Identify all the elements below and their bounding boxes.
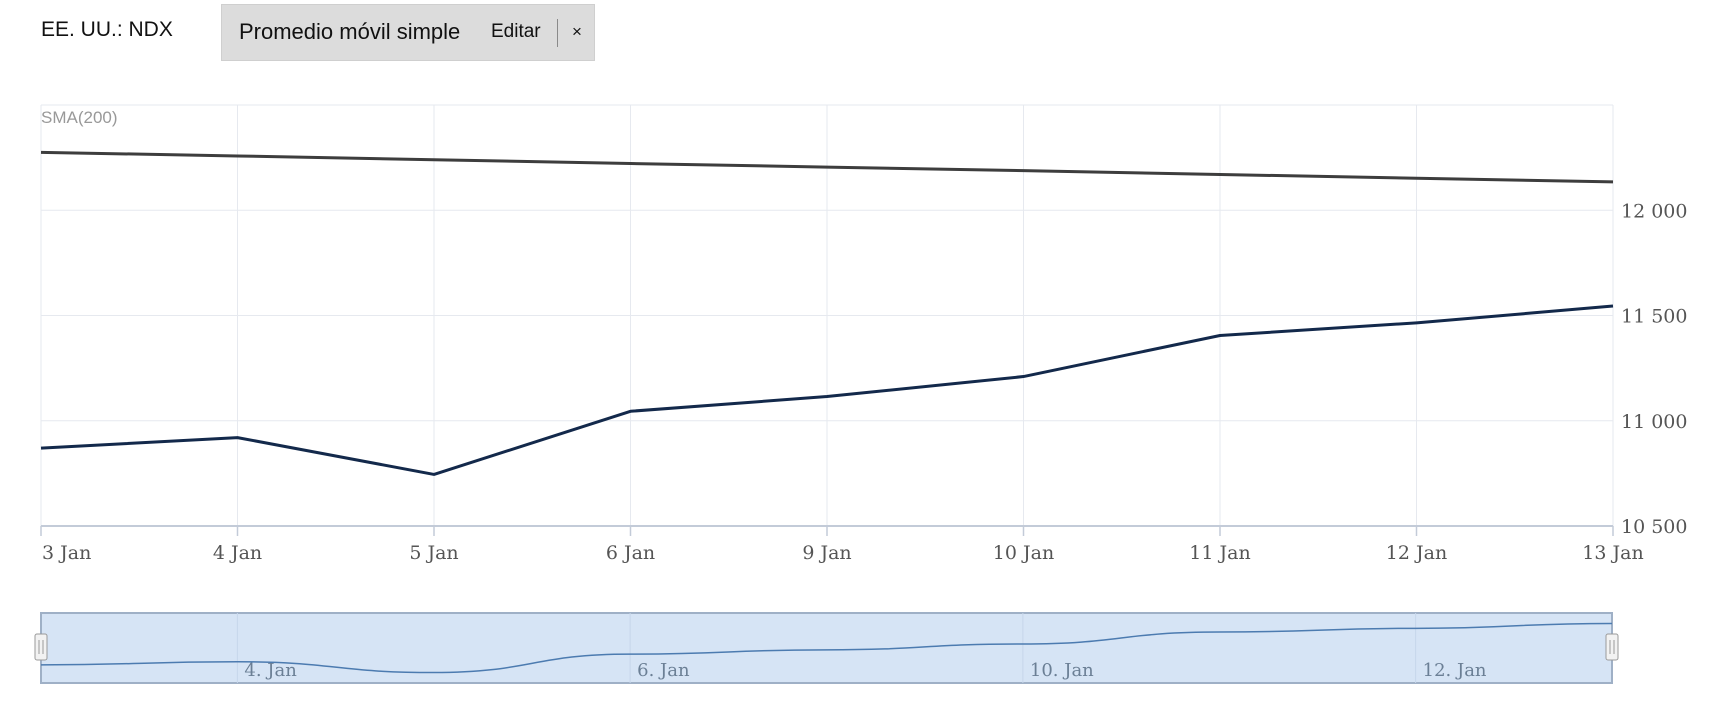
x-tick-label: 4 Jan bbox=[213, 542, 262, 564]
x-tick-label: 12 Jan bbox=[1386, 542, 1447, 564]
y-tick-label: 11 000 bbox=[1621, 411, 1687, 433]
navigator-series-line bbox=[40, 622, 1613, 674]
x-tick-label: 13 Jan bbox=[1582, 542, 1643, 564]
x-tick-label: 9 Jan bbox=[802, 542, 851, 564]
price-series-line[interactable] bbox=[40, 304, 1614, 476]
navigator-date-label: 12. Jan bbox=[1423, 660, 1487, 681]
x-tick-label: 3 Jan bbox=[42, 542, 91, 564]
remove-indicator-button[interactable]: × bbox=[572, 22, 582, 41]
chart-toolbar: EE. UU.: NDX Promedio móvil simple Edita… bbox=[0, 0, 1715, 70]
x-tick-label: 11 Jan bbox=[1189, 542, 1250, 564]
x-tick-label: 5 Jan bbox=[409, 542, 458, 564]
y-tick-label: 12 000 bbox=[1621, 200, 1687, 222]
navigator-date-label: 6. Jan bbox=[637, 660, 690, 681]
symbol-label: EE. UU.: NDX bbox=[41, 18, 173, 41]
x-tick-label: 10 Jan bbox=[993, 542, 1054, 564]
y-tick-label: 11 500 bbox=[1621, 306, 1687, 328]
x-tick-label: 6 Jan bbox=[606, 542, 655, 564]
indicator-name: Promedio móvil simple bbox=[239, 19, 461, 44]
navigator-date-label: 4. Jan bbox=[244, 660, 297, 681]
navigator-handle-left[interactable] bbox=[34, 633, 48, 661]
y-tick-label: 10 500 bbox=[1621, 516, 1687, 538]
sma-series-line[interactable] bbox=[40, 150, 1614, 184]
navigator-date-label: 10. Jan bbox=[1030, 660, 1094, 681]
sma-series-label: SMA(200) bbox=[41, 108, 118, 127]
navigator-range[interactable] bbox=[40, 612, 1613, 684]
navigator-handle-right[interactable] bbox=[1605, 633, 1619, 661]
indicator-chip[interactable]: Promedio móvil simple Editar × bbox=[221, 4, 595, 61]
edit-indicator-button[interactable]: Editar bbox=[491, 21, 541, 42]
chip-divider bbox=[557, 19, 558, 47]
